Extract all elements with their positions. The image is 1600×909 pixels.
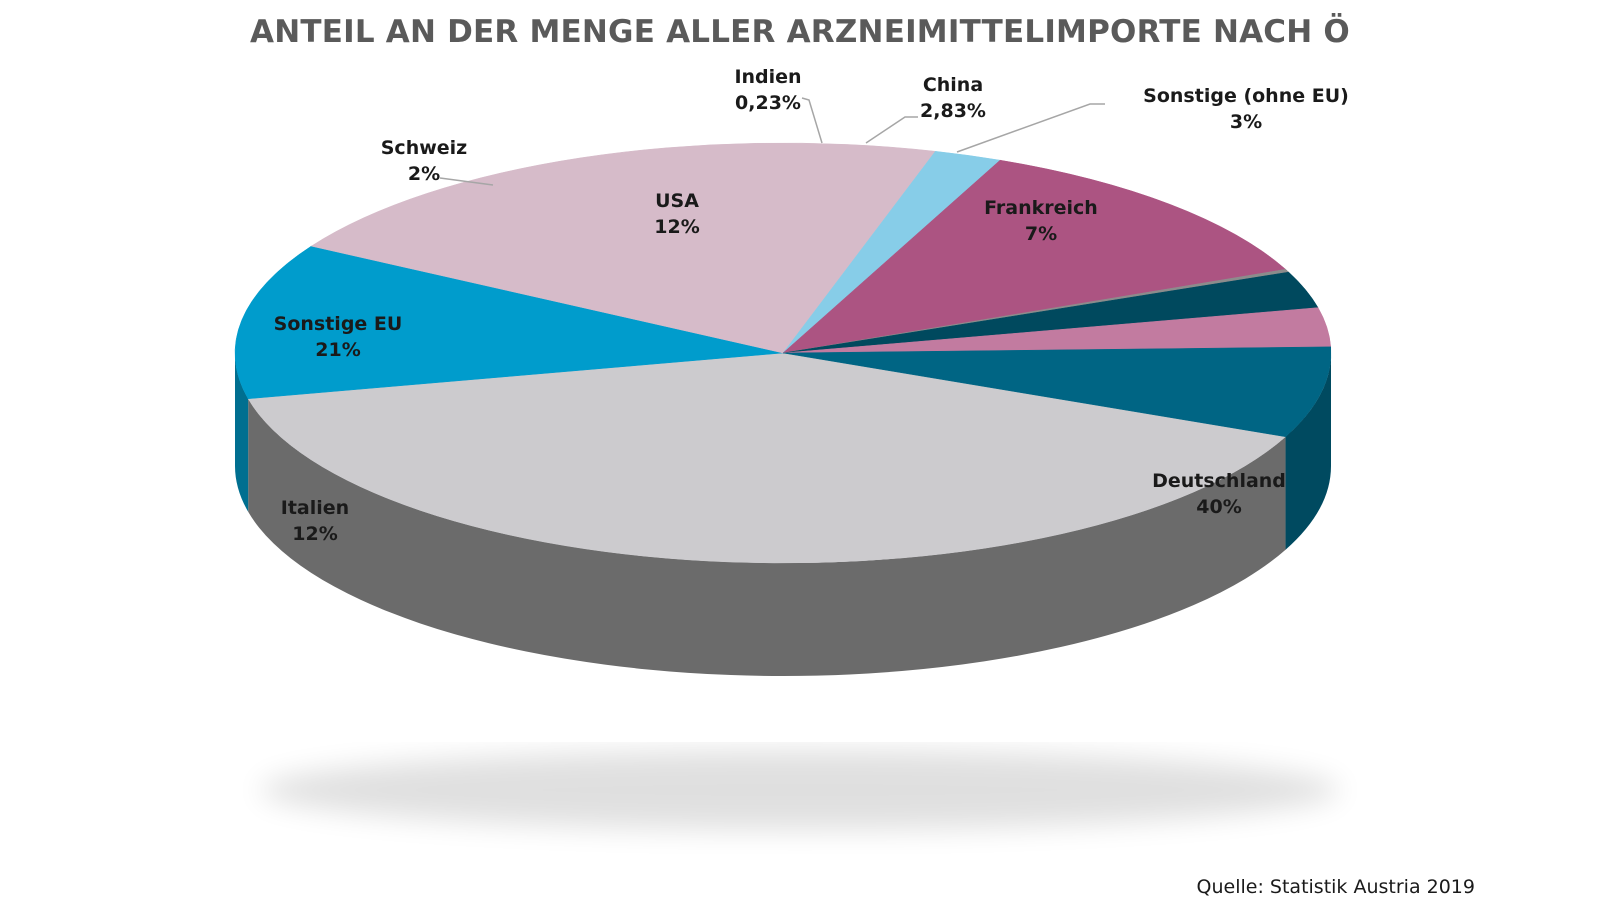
pie-shadow: [260, 750, 1340, 830]
chart-title: ANTEIL AN DER MENGE ALLER ARZNEIMITTELIM…: [250, 14, 1350, 50]
slice-sonstige-eu: [310, 142, 936, 354]
slice-italien: [234, 245, 784, 400]
slice-label-schweiz: Schweiz 2%: [381, 137, 467, 185]
slice-frankreich: [782, 346, 1332, 438]
slice-labels: Deutschland 40% Italien 12% Sonstige EU 21% Sc…: [274, 66, 1349, 545]
slice-label-sonstige-ohne-eu: Sonstige (ohne EU) 3%: [1143, 85, 1349, 133]
slice-label-deutschland: Deutschland 40%: [1152, 470, 1286, 518]
callout-line-indien: [801, 97, 823, 144]
slice-side-frankreich: [1285, 353, 1331, 550]
callout-line-sonstige-ohne-eu: [956, 103, 1105, 153]
callout-lines: [439, 97, 1105, 186]
source-note: Quelle: Statistik Austria 2019: [1196, 876, 1475, 898]
slice-label-italien: Italien 12%: [281, 497, 349, 545]
slice-deutschland: [247, 352, 1287, 564]
slice-label-sonstige-eu: Sonstige EU 21%: [274, 313, 403, 361]
slice-label-frankreich: Frankreich 7%: [984, 197, 1098, 245]
callout-line-schweiz: [439, 177, 494, 186]
slice-side-deutschland: [248, 398, 1286, 676]
slice-label-usa: USA 12%: [654, 190, 699, 238]
slice-label-china: China 2,83%: [920, 74, 986, 122]
slice-usa: [782, 159, 1287, 354]
callout-line-china: [865, 116, 918, 144]
pie-slices: [234, 142, 1332, 564]
slice-label-indien: Indien 0,23%: [734, 66, 801, 114]
